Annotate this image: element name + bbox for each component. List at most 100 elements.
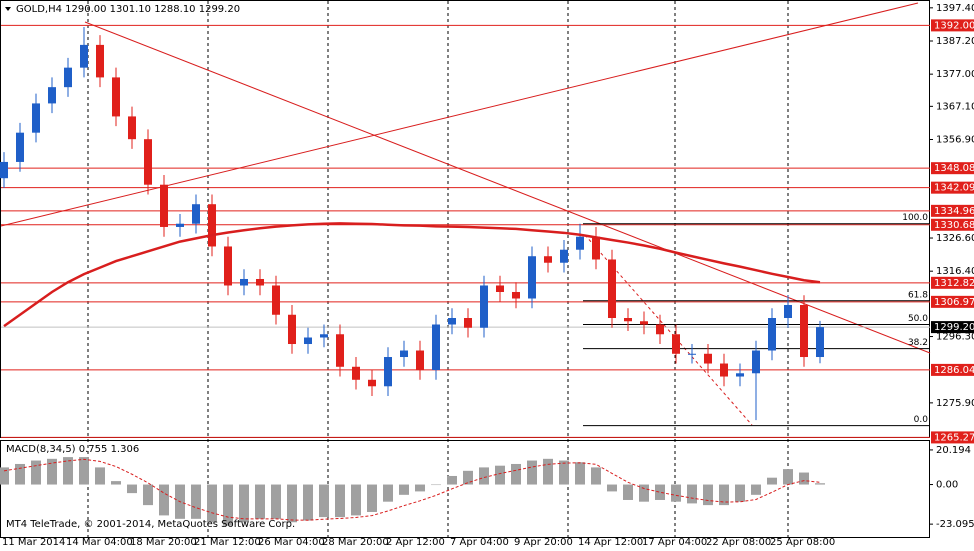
candle-body (368, 379, 376, 387)
candle-body (352, 366, 360, 380)
macd-bar (191, 484, 201, 519)
candle-body (672, 334, 680, 354)
candle-body (176, 223, 184, 227)
candle-body (160, 184, 168, 227)
candle-body (544, 256, 552, 263)
macd-bar (399, 484, 409, 495)
candle-body (656, 324, 664, 335)
fib-label: 0.0 (914, 415, 929, 425)
macd-bar (815, 483, 825, 485)
candle-body (288, 314, 296, 345)
fib-label: 38.2 (908, 338, 928, 348)
candle-body (784, 304, 792, 319)
macd-bar (623, 484, 633, 500)
y-tick-label: 1356.90 (936, 135, 974, 146)
y-tick-label: 1397.40 (936, 3, 974, 14)
macd-bar (239, 484, 249, 523)
candle-body (432, 324, 440, 371)
macd-bar (415, 484, 425, 492)
main-pane (0, 0, 930, 438)
level-label: 1286.04 (934, 365, 974, 376)
x-tick-label: 11 Mar 2014 (2, 537, 65, 548)
macd-bar (543, 458, 553, 485)
candle-body (528, 256, 536, 299)
macd-bar (95, 467, 105, 485)
level-label: 1330.68 (934, 220, 974, 231)
candle-body (752, 350, 760, 374)
candle-body (736, 373, 744, 377)
macd-bar (671, 484, 681, 502)
macd-bar (143, 484, 153, 506)
macd-bar (655, 484, 665, 500)
candle-body (416, 350, 424, 371)
candle-body (256, 278, 264, 286)
x-tick-label: 14 Mar 04:00 (66, 537, 133, 548)
candle-body (240, 278, 248, 286)
fib-label: 61.8 (908, 290, 928, 300)
level-box (931, 162, 974, 175)
level-box (931, 218, 974, 231)
macd-bar (575, 462, 585, 485)
level-box (931, 363, 974, 376)
x-tick-label: 2 Apr 12:00 (386, 537, 445, 548)
macd-bar (159, 484, 169, 516)
candle-body (208, 204, 216, 247)
candle-body (80, 44, 88, 68)
macd-bar (319, 484, 329, 518)
symbol-menu-arrow[interactable] (5, 7, 11, 11)
macd-bar (351, 484, 361, 516)
x-tick-label: 26 Mar 04:00 (258, 537, 325, 548)
candle-body (800, 304, 808, 358)
level-box (931, 431, 974, 444)
candle-body (304, 337, 312, 345)
macd-bar (783, 469, 793, 485)
macd-bar (127, 484, 137, 494)
candle-body (768, 318, 776, 351)
candle-body (16, 132, 24, 162)
x-tick-label: 25 Apr 08:00 (770, 537, 835, 548)
macd-bar (15, 463, 25, 485)
candle-body (640, 321, 648, 325)
macd-bar (79, 457, 89, 485)
macd-bar (207, 484, 217, 523)
candle-body (624, 318, 632, 322)
macd-bar (687, 484, 697, 504)
macd-bar (447, 475, 457, 485)
macd-bar (63, 457, 73, 485)
macd-bar (719, 484, 729, 506)
y-tick-label: 1367.10 (936, 101, 974, 112)
level-label: 1348.08 (934, 163, 974, 174)
level-label: 1334.96 (934, 206, 974, 217)
macd-bar (0, 467, 9, 485)
macd-bar (303, 484, 313, 521)
candle-body (400, 350, 408, 358)
macd-signal (3, 458, 821, 521)
candle-body (608, 259, 616, 319)
y-tick-label: -23.095 (936, 519, 974, 530)
macd-bar (527, 460, 537, 485)
macd-pane (0, 440, 930, 538)
y-tick-label: 1387.20 (936, 36, 974, 47)
candle-body (48, 87, 56, 104)
macd-bar (383, 484, 393, 502)
candle-body (560, 249, 568, 263)
level-box (931, 295, 974, 308)
macd-bar (767, 477, 777, 485)
level-label: 1306.97 (934, 297, 974, 308)
y-tick-label: 1326.60 (936, 233, 974, 244)
macd-bar (31, 460, 41, 485)
candle-body (688, 353, 696, 355)
candle-body (112, 77, 120, 117)
candle-body (64, 67, 72, 88)
candle-body (336, 334, 344, 367)
moving-average (3, 222, 821, 328)
candle-body (704, 353, 712, 364)
x-tick-label: 9 Apr 20:00 (514, 537, 573, 548)
x-tick-label: 22 Apr 08:00 (706, 537, 771, 548)
macd-bar (591, 467, 601, 485)
macd-bar (223, 484, 233, 526)
macd-bar (367, 484, 377, 512)
level-box (931, 181, 974, 194)
x-tick-label: 17 Apr 04:00 (642, 537, 707, 548)
x-tick-label: 21 Mar 12:00 (194, 537, 261, 548)
